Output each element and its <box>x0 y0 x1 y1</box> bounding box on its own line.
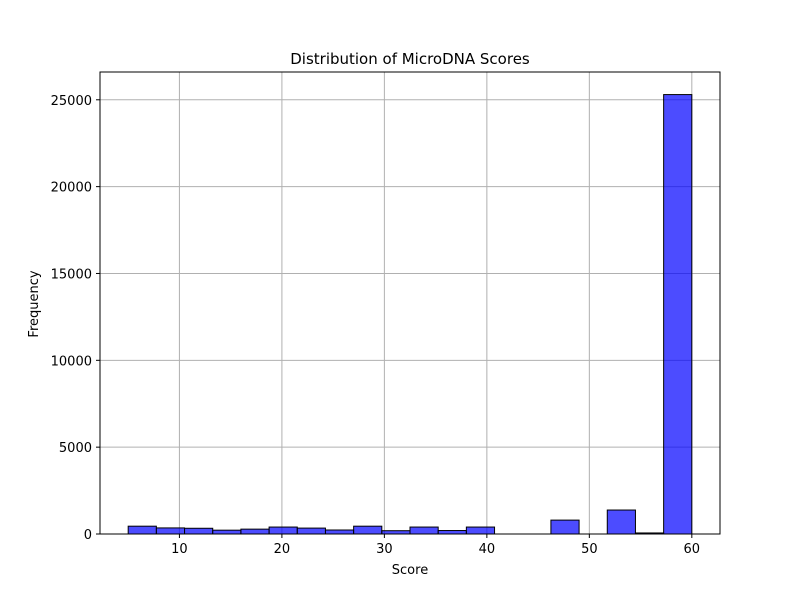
x-tick-label: 10 <box>171 542 188 557</box>
histogram-bar <box>437 530 467 535</box>
histogram-bar <box>127 525 157 535</box>
histogram-bar <box>324 529 355 535</box>
y-axis-title: Frequency <box>27 270 42 337</box>
histogram-bar <box>296 527 326 535</box>
x-tick-label: 30 <box>376 542 393 557</box>
chart-title: Distribution of MicroDNA Scores <box>290 50 530 68</box>
x-tick-label: 20 <box>274 542 291 557</box>
y-tick-label: 10000 <box>51 354 92 369</box>
histogram-bar <box>409 526 439 535</box>
x-tick-label: 50 <box>581 542 598 557</box>
y-tick-label: 15000 <box>51 267 92 282</box>
histogram-bar <box>550 519 580 535</box>
histogram-bar <box>240 528 270 535</box>
histogram-bar <box>155 527 186 535</box>
y-tick-label: 20000 <box>51 181 92 196</box>
histogram-bars <box>127 94 693 535</box>
grid-lines <box>100 72 720 535</box>
y-tick-label: 25000 <box>51 94 92 109</box>
histogram-bar <box>606 509 636 535</box>
histogram-bar <box>212 529 242 535</box>
x-tick-label: 60 <box>684 542 701 557</box>
y-tick-label: 5000 <box>59 441 92 456</box>
histogram-bar <box>184 527 214 535</box>
histogram-bar <box>663 94 693 535</box>
x-axis-title: Score <box>392 563 428 578</box>
y-tick-label: 0 <box>84 528 92 543</box>
histogram-bar <box>353 525 383 535</box>
axis-ticks: 10 20 30 40 50 60 0 5000 10000 15000 20000 25000 <box>51 94 700 557</box>
plot-frame <box>99 71 721 535</box>
histogram-bar <box>465 526 496 535</box>
histogram-bar <box>268 526 298 535</box>
x-tick-label: 40 <box>479 542 496 557</box>
